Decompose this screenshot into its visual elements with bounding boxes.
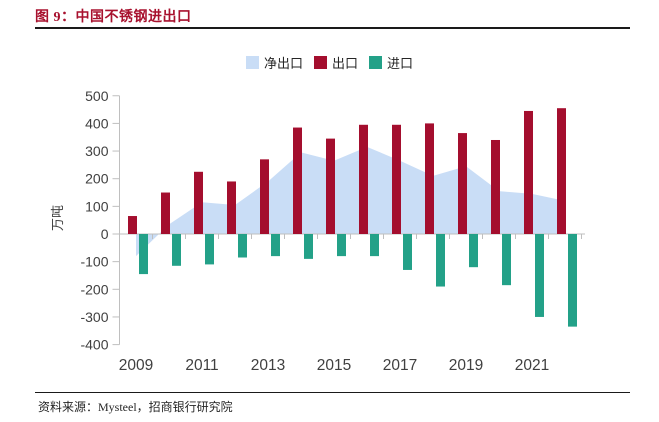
legend-label: 出口 <box>331 56 358 71</box>
legend-item-imports: 进口 <box>369 53 413 72</box>
y-axis-title: 万吨 <box>50 205 65 231</box>
y-tick-label: 400 <box>85 115 109 131</box>
export-bar <box>491 139 500 234</box>
export-bar <box>161 192 170 234</box>
import-bar <box>568 234 577 327</box>
export-bar <box>425 123 434 234</box>
x-tick-label: 2009 <box>119 357 153 374</box>
export-bar <box>392 124 401 234</box>
export-bar <box>260 159 269 234</box>
footer-divider <box>35 392 630 393</box>
x-tick-label: 2015 <box>317 357 351 374</box>
x-tick-label: 2017 <box>383 357 417 374</box>
import-bar <box>139 234 148 275</box>
import-bar <box>370 234 379 257</box>
export-bar <box>128 216 137 234</box>
y-tick-label: 300 <box>85 143 109 159</box>
net-exports-swatch-icon <box>245 56 259 69</box>
export-bar <box>359 124 368 234</box>
import-bar <box>436 234 445 287</box>
y-tick-label: -400 <box>80 337 108 353</box>
x-tick-label: 2013 <box>251 357 285 374</box>
import-bar <box>304 234 313 259</box>
import-bar <box>172 234 181 266</box>
x-tick-label: 2019 <box>449 357 483 374</box>
export-bar <box>326 138 335 234</box>
x-tick-label: 2011 <box>185 357 218 374</box>
imports-swatch-icon <box>369 56 382 69</box>
figure-title: 图 9：中国不锈钢进出口 <box>35 10 192 25</box>
exports-swatch-icon <box>313 56 327 69</box>
y-tick-label: -100 <box>80 254 108 270</box>
y-tick-label: 100 <box>85 198 109 214</box>
net-exports-area <box>136 146 565 257</box>
import-bar <box>337 234 346 257</box>
title-divider <box>35 27 630 29</box>
export-bar <box>458 133 467 234</box>
legend-item-exports: 出口 <box>313 53 358 72</box>
import-export-chart: 500 400 300 200 100 0 -100 -200 -300 -400 2009 2011… <box>50 88 585 374</box>
import-bar <box>238 234 247 258</box>
export-bar <box>557 108 566 234</box>
export-bar <box>524 110 533 234</box>
export-bar <box>293 127 302 234</box>
y-tick-label: -200 <box>80 281 108 297</box>
import-bar <box>205 234 214 265</box>
x-tick-label: 2021 <box>515 357 549 374</box>
y-tick-label: 200 <box>85 171 109 187</box>
import-bar <box>502 234 511 286</box>
legend-label: 进口 <box>387 56 414 71</box>
source-note: 资料来源：Mysteel，招商银行研究院 <box>38 400 233 414</box>
import-bar <box>403 234 412 270</box>
y-tick-label: 0 <box>101 226 109 242</box>
chart-legend: 净出口 出口 进口 <box>0 53 659 72</box>
import-bar <box>535 234 544 317</box>
legend-item-net-exports: 净出口 <box>245 53 303 72</box>
y-tick-label: -300 <box>80 309 108 325</box>
import-bar <box>271 234 280 257</box>
y-tick-label: 500 <box>85 88 109 104</box>
import-bar <box>469 234 478 268</box>
legend-label: 净出口 <box>263 56 303 71</box>
export-bar <box>227 181 236 234</box>
export-bar <box>194 171 203 234</box>
